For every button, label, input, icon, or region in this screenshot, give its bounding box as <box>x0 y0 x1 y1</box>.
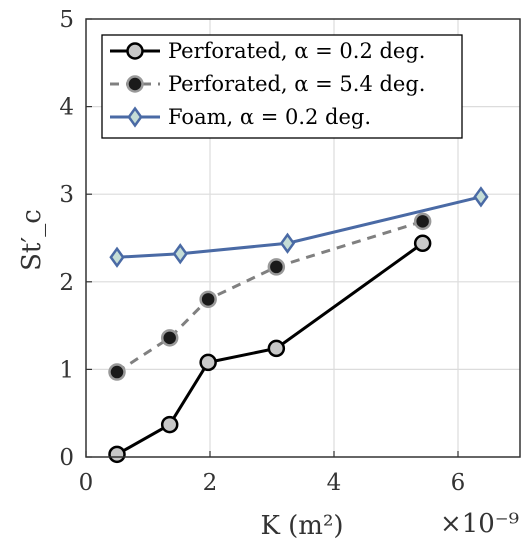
data-point <box>473 186 489 208</box>
series-layer <box>108 186 489 464</box>
tick-labels: 0 2 4 6 0 1 2 3 4 5 <box>59 7 465 496</box>
x-tick-label: 4 <box>327 470 342 496</box>
data-point <box>267 339 286 358</box>
legend-label: Foam, α = 0.2 deg. <box>168 105 371 129</box>
data-point <box>108 363 126 381</box>
data-point <box>108 445 126 464</box>
series-3 <box>109 186 489 268</box>
data-point <box>413 234 432 253</box>
legend-box <box>101 34 463 139</box>
data-point <box>109 246 125 268</box>
legend-marker <box>126 42 144 60</box>
y-tick-label: 4 <box>59 95 74 121</box>
x-tick-label: 2 <box>203 470 218 496</box>
legend-item-1: Perforated, α = 0.2 deg. <box>110 39 425 63</box>
y-tick-label: 5 <box>59 7 74 33</box>
legend-marker <box>127 106 143 128</box>
y-axis-label: St′_c <box>17 209 47 271</box>
legend-entries: Perforated, α = 0.2 deg. Perforated, α = … <box>110 39 425 129</box>
axis-ticks <box>85 18 459 458</box>
series-1 <box>108 234 432 464</box>
x-tick-label: 6 <box>451 470 466 496</box>
legend-item-3: Foam, α = 0.2 deg. <box>110 105 371 129</box>
legend-marker <box>126 75 144 93</box>
series-line <box>116 195 482 259</box>
legend-label: Perforated, α = 0.2 deg. <box>168 39 425 63</box>
data-point <box>199 353 217 372</box>
series-2 <box>108 212 432 381</box>
x-axis-label: K (m²) <box>260 511 343 541</box>
data-point <box>199 290 217 309</box>
data-point <box>160 329 179 347</box>
legend-label: Perforated, α = 5.4 deg. <box>168 72 425 96</box>
data-point <box>279 232 296 254</box>
plot-frame <box>85 18 521 458</box>
legend-item-2: Perforated, α = 5.4 deg. <box>110 72 425 96</box>
y-tick-label: 0 <box>59 445 74 471</box>
data-point <box>413 212 432 231</box>
data-point <box>267 258 286 276</box>
legend: Perforated, α = 0.2 deg. Perforated, α = … <box>101 34 463 139</box>
data-point <box>172 243 188 265</box>
x-tick-label: 0 <box>79 470 94 496</box>
y-tick-label: 1 <box>59 357 74 383</box>
y-tick-label: 3 <box>59 182 74 208</box>
x-axis-multiplier: ×10⁻⁹ <box>440 509 519 539</box>
y-tick-label: 2 <box>59 270 74 296</box>
data-point <box>160 415 179 434</box>
